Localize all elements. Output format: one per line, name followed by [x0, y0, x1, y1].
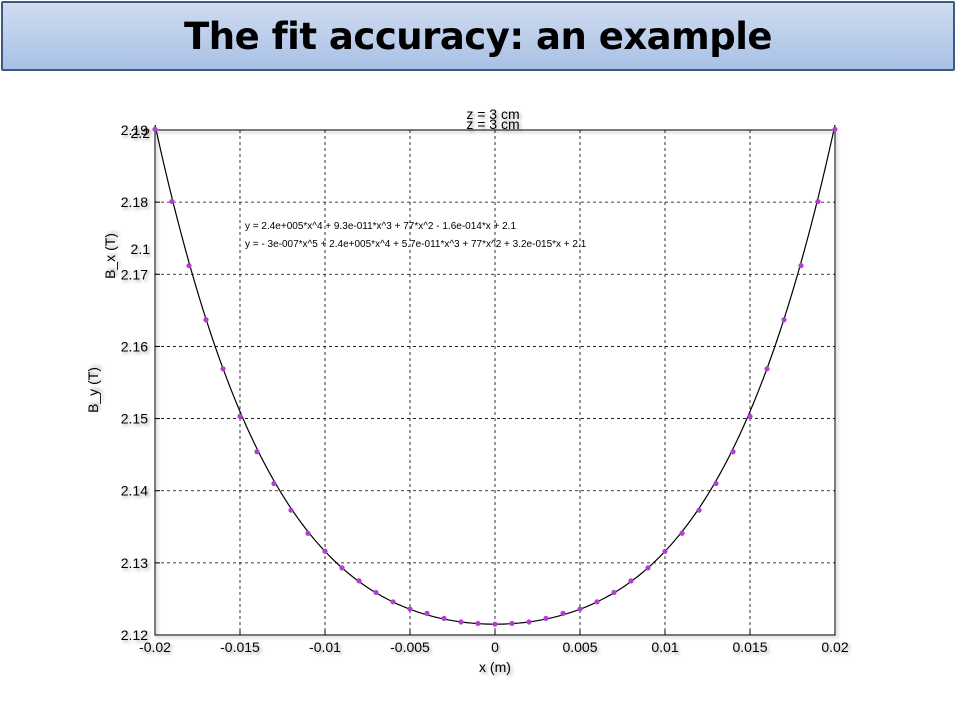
data-point	[407, 606, 413, 612]
data-point	[152, 126, 158, 132]
data-point	[509, 620, 515, 627]
data-point	[271, 480, 277, 487]
x-tick-label: 0.01	[651, 639, 678, 655]
y-tick-label: 2.16	[121, 338, 148, 354]
data-point	[424, 610, 430, 616]
data-point	[781, 317, 787, 323]
y-tick-label: 2.12	[121, 627, 148, 643]
ghost-y-axis-label: B_x (T)	[102, 233, 118, 279]
data-point	[662, 548, 668, 554]
ghost-y-tick-label: 2.1	[131, 241, 151, 257]
chart-title: z = 3 cm	[466, 116, 519, 132]
y-tick-labels: 2.12 2.13 2.14 2.15 2.16 2.17 2.18 2.19	[121, 122, 148, 643]
data-point	[645, 565, 651, 571]
x-tick-label: -0.015	[220, 639, 260, 655]
ghost-y-tick-labels: 2.2 2.1	[131, 125, 151, 257]
x-tick-label: -0.02	[139, 639, 171, 655]
data-point	[560, 610, 566, 616]
data-point	[747, 413, 753, 420]
data-point	[322, 548, 328, 554]
data-point	[696, 507, 702, 513]
y-tick-label: 2.17	[121, 266, 148, 282]
data-point	[390, 599, 396, 605]
data-point	[815, 198, 821, 205]
data-point	[526, 619, 532, 625]
data-point	[458, 619, 464, 625]
data-point	[441, 615, 447, 622]
data-points	[152, 126, 838, 627]
data-point	[186, 263, 192, 269]
y-tick-label: 2.18	[121, 194, 148, 210]
y-tick-label: 2.15	[121, 411, 148, 427]
data-point	[169, 198, 175, 205]
data-point	[373, 589, 379, 596]
data-point	[730, 449, 736, 455]
data-point	[492, 621, 498, 627]
data-point	[611, 589, 617, 596]
data-point	[798, 263, 804, 269]
x-tick-label: 0.02	[821, 639, 848, 655]
x-tick-label: -0.005	[390, 639, 430, 655]
data-point	[628, 578, 634, 584]
x-axis-label: x (m)	[479, 659, 511, 675]
tick-marks	[154, 129, 836, 636]
y-tick-label: 2.14	[121, 483, 148, 499]
x-tick-label: 0.005	[562, 639, 597, 655]
data-point	[288, 507, 294, 513]
x-tick-labels: -0.02 -0.015 -0.01 -0.005 0 0.005 0.01 0.015 0.0…	[139, 639, 849, 655]
data-point	[254, 449, 260, 455]
grid-lines	[155, 129, 835, 635]
x-tick-label: 0.015	[732, 639, 767, 655]
data-point	[356, 578, 362, 584]
data-point	[543, 615, 549, 622]
data-point	[594, 599, 600, 605]
fit-equation-2: y = - 3e-007*x^5 + 2.4e+005*x^4 + 5.7e-0…	[245, 239, 587, 250]
data-point	[577, 606, 583, 612]
x-tick-label: -0.01	[309, 639, 341, 655]
data-point	[305, 530, 311, 536]
data-point	[203, 317, 209, 323]
title-bar: The fit accuracy: an example	[1, 1, 955, 71]
slide-title: The fit accuracy: an example	[184, 14, 772, 58]
ghost-y-tick-label: 2.2	[131, 125, 151, 141]
data-point	[339, 565, 345, 571]
fit-equation-1: y = 2.4e+005*x^4 + 9.3e-011*x^3 + 77*x^2…	[245, 221, 516, 232]
x-tick-label: 0	[491, 639, 499, 655]
data-point	[713, 480, 719, 487]
y-tick-label: 2.19	[121, 122, 148, 138]
data-point	[764, 366, 770, 372]
data-point	[679, 530, 685, 536]
data-point	[237, 413, 243, 420]
y-axis-label: B_y (T)	[85, 367, 101, 413]
ghost-chart-title: z = 3 cm	[466, 106, 519, 122]
data-point	[832, 126, 838, 132]
y-tick-label: 2.13	[121, 555, 148, 571]
data-point	[220, 366, 226, 372]
data-point	[475, 620, 481, 627]
